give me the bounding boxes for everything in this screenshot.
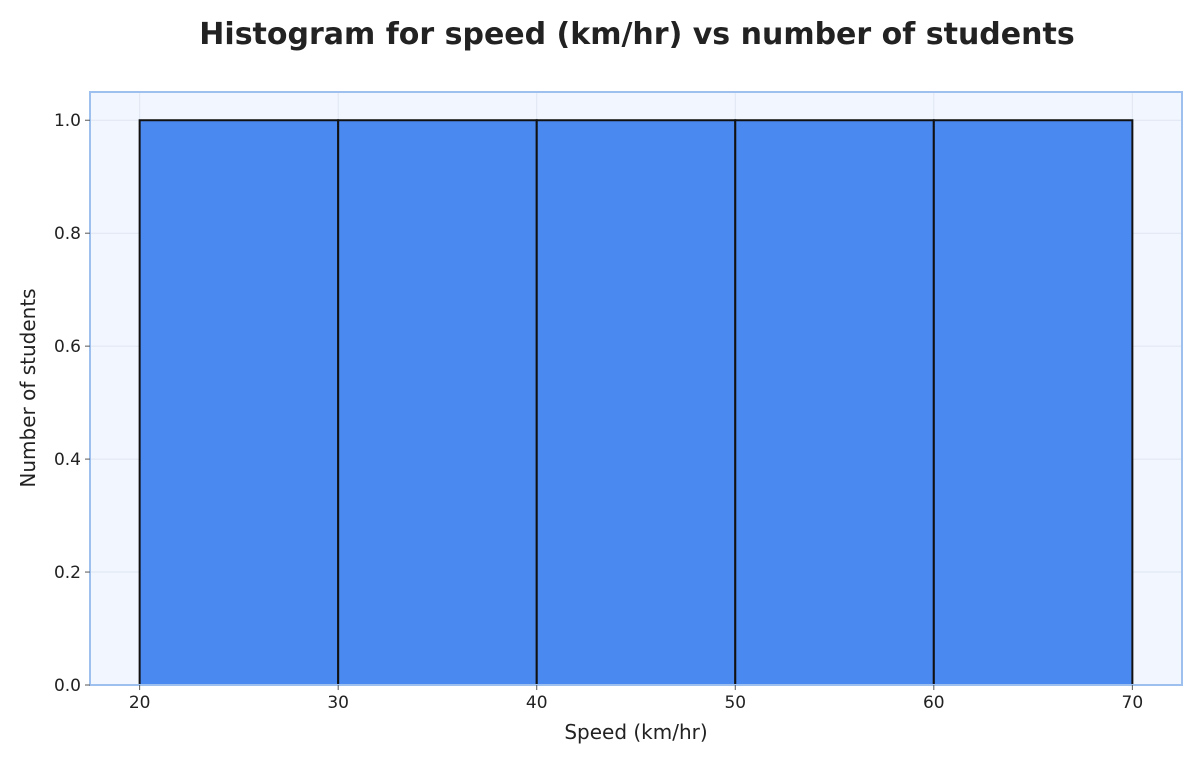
x-axis-label: Speed (km/hr): [564, 720, 707, 744]
y-tick-label: 0.6: [54, 337, 81, 357]
x-tick-label: 60: [923, 693, 945, 713]
histogram-bar-2: [337, 119, 538, 686]
y-tick-label: 0.2: [54, 563, 81, 583]
y-tick-label: 1.0: [54, 111, 81, 131]
x-axis-ticks: 20 30 40 50 60 70: [129, 685, 1143, 713]
plot-border: [89, 91, 1183, 686]
y-axis-ticks: 0.0 0.2 0.4 0.6 0.8 1.0: [54, 111, 90, 696]
histogram-bars: [138, 119, 1134, 686]
x-tick-label: 40: [526, 693, 548, 713]
histogram-bar-1: [138, 119, 340, 686]
chart-title: Histogram for speed (km/hr) vs number of…: [199, 17, 1074, 52]
y-tick-label: 0.8: [54, 224, 81, 244]
histogram-bar-5: [932, 119, 1134, 686]
y-axis-label: Number of students: [16, 288, 40, 487]
x-tick-label: 50: [724, 693, 746, 713]
y-tick-label: 0.0: [54, 676, 81, 696]
x-tick-label: 70: [1122, 693, 1144, 713]
histogram-bar-3: [535, 119, 737, 686]
y-tick-label: 0.4: [54, 450, 81, 470]
histogram-bar-4: [734, 119, 935, 686]
x-tick-label: 20: [129, 693, 151, 713]
x-tick-label: 30: [327, 693, 349, 713]
